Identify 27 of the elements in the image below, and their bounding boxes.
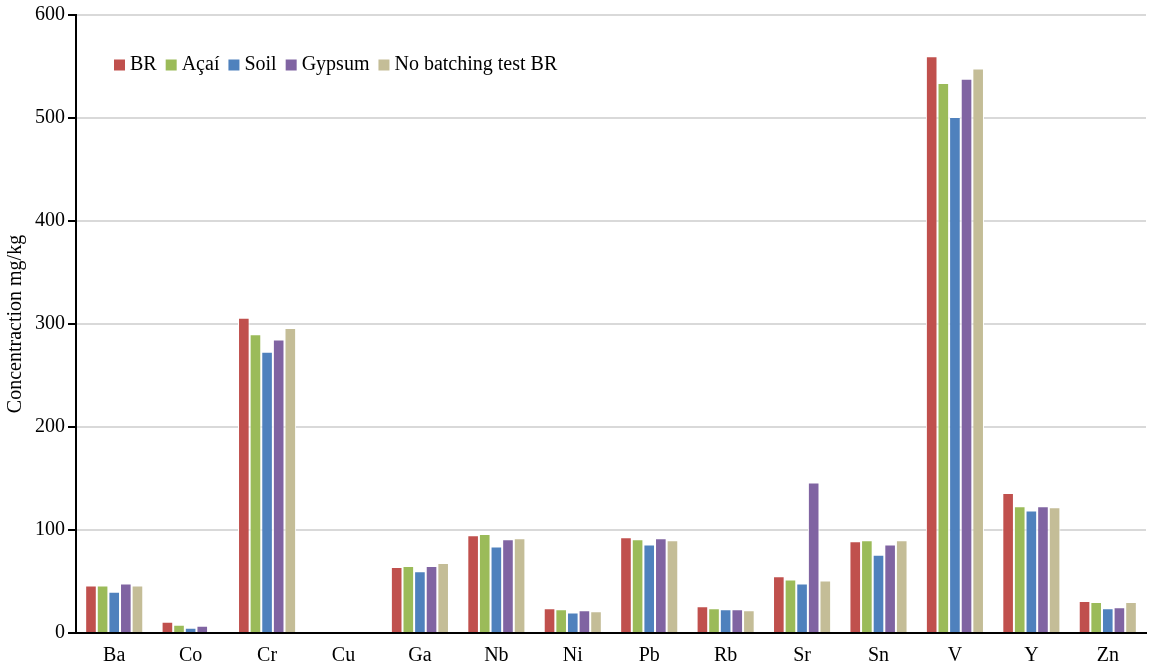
x-tick-label: V <box>947 643 963 666</box>
x-tick-label: Y <box>1024 643 1039 666</box>
x-tick-label: Ba <box>103 643 126 666</box>
y-tick-label: 300 <box>35 311 65 334</box>
y-tick-label: 100 <box>35 517 65 540</box>
x-tick-label: Sn <box>867 643 890 666</box>
x-tick-label: Cr <box>257 643 278 666</box>
y-tick-label: 200 <box>35 414 65 437</box>
legend-label: No batching test BR <box>394 52 558 76</box>
legend-label: Soil <box>244 52 278 75</box>
x-tick-label: Co <box>178 643 203 666</box>
y-tick-label: 500 <box>35 105 65 128</box>
legend-label: BR <box>130 52 158 75</box>
y-axis-title: Concentraction mg/kg <box>3 234 27 414</box>
y-tick-label: 0 <box>55 620 65 643</box>
y-tick-label: 400 <box>35 208 65 231</box>
x-tick-label: Cu <box>331 643 356 666</box>
x-tick-label: Zn <box>1096 643 1119 666</box>
x-tick-label: Pb <box>638 643 660 666</box>
x-tick-label: Rb <box>713 643 738 666</box>
x-tick-label: Ni <box>562 643 584 666</box>
legend-label: Gypsum <box>301 52 370 76</box>
y-tick-label: 600 <box>35 2 65 25</box>
legend-label: Açaí <box>181 52 220 76</box>
x-tick-label: Sr <box>793 643 812 666</box>
x-tick-label: Ga <box>408 643 432 666</box>
x-tick-label: Nb <box>484 643 509 666</box>
